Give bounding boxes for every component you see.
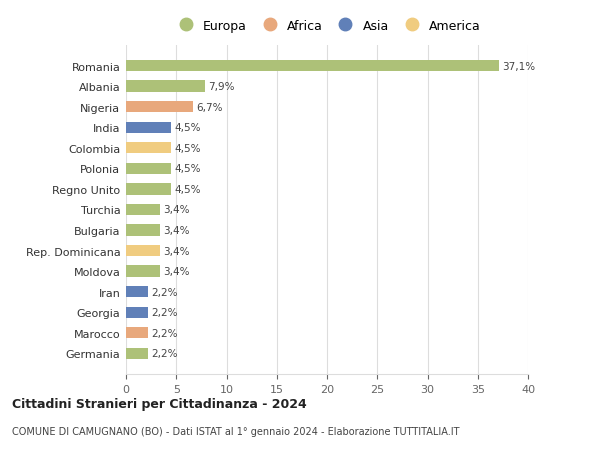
Text: 4,5%: 4,5%: [174, 123, 201, 133]
Text: 4,5%: 4,5%: [174, 144, 201, 153]
Bar: [126, 286, 148, 297]
Text: 4,5%: 4,5%: [174, 164, 201, 174]
Bar: [126, 225, 160, 236]
Bar: [126, 81, 205, 93]
Bar: [126, 102, 193, 113]
Text: 3,4%: 3,4%: [163, 205, 190, 215]
Text: 6,7%: 6,7%: [196, 102, 223, 112]
Text: 2,2%: 2,2%: [151, 287, 178, 297]
Text: 2,2%: 2,2%: [151, 348, 178, 358]
Bar: [126, 163, 171, 174]
Legend: Europa, Africa, Asia, America: Europa, Africa, Asia, America: [169, 16, 485, 37]
Bar: [126, 123, 171, 134]
Bar: [126, 246, 160, 257]
Bar: [126, 307, 148, 318]
Text: COMUNE DI CAMUGNANO (BO) - Dati ISTAT al 1° gennaio 2024 - Elaborazione TUTTITAL: COMUNE DI CAMUGNANO (BO) - Dati ISTAT al…: [12, 426, 460, 436]
Bar: [126, 184, 171, 195]
Bar: [126, 327, 148, 339]
Bar: [126, 61, 499, 72]
Text: 3,4%: 3,4%: [163, 225, 190, 235]
Text: 2,2%: 2,2%: [151, 308, 178, 318]
Bar: [126, 143, 171, 154]
Text: 3,4%: 3,4%: [163, 246, 190, 256]
Text: 4,5%: 4,5%: [174, 185, 201, 195]
Text: Cittadini Stranieri per Cittadinanza - 2024: Cittadini Stranieri per Cittadinanza - 2…: [12, 397, 307, 410]
Text: 37,1%: 37,1%: [502, 62, 535, 72]
Text: 3,4%: 3,4%: [163, 267, 190, 276]
Bar: [126, 266, 160, 277]
Text: 7,9%: 7,9%: [208, 82, 235, 92]
Text: 2,2%: 2,2%: [151, 328, 178, 338]
Bar: [126, 204, 160, 216]
Bar: [126, 348, 148, 359]
